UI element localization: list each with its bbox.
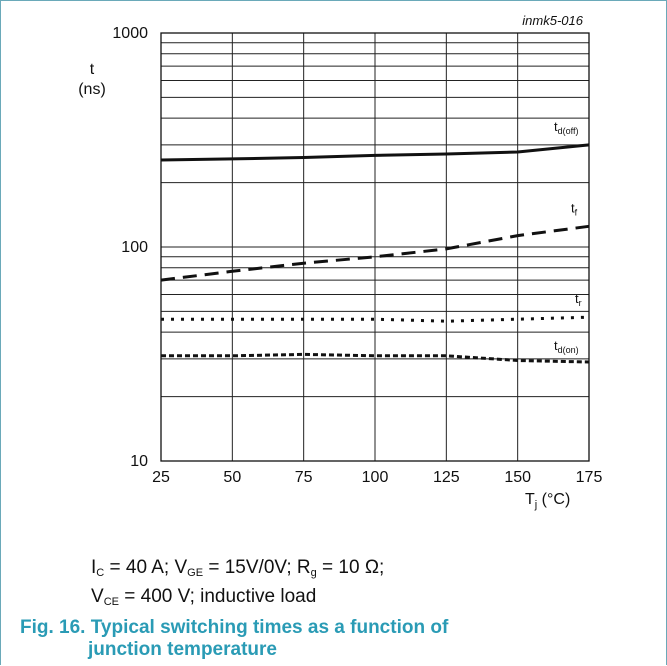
chart-ticks: 25 50 75 100 125 150 175 10 100 1000 xyxy=(112,25,602,486)
x-tick-label: 150 xyxy=(504,469,531,486)
y-tick-label: 100 xyxy=(121,239,148,256)
chart-grid xyxy=(160,33,590,461)
caption-line-1: Fig. 16. Typical switching times as a fu… xyxy=(20,617,449,638)
conditions-line-2: VCE = 400 V; inductive load xyxy=(91,586,317,608)
curve-label-don: td(on) xyxy=(554,338,579,355)
test-conditions: IC = 40 A; VGE = 15V/0V; Rg = 10 Ω; VCE … xyxy=(91,556,384,614)
figure-code: inmk5-016 xyxy=(522,13,583,28)
x-tick-label: 175 xyxy=(576,469,603,486)
series-line-don xyxy=(161,352,590,364)
series-line-doff xyxy=(160,143,590,162)
y-axis-unit: (ns) xyxy=(78,81,106,98)
x-tick-label: 75 xyxy=(295,469,313,486)
figure-caption: Fig. 16. Typical switching times as a fu… xyxy=(20,617,660,661)
x-tick-label: 125 xyxy=(433,469,460,486)
x-tick-label: 25 xyxy=(152,469,170,486)
curve-label-r: tr xyxy=(575,291,582,308)
series-line-f xyxy=(160,224,590,282)
curve-label-f: tf xyxy=(571,200,578,217)
y-tick-label: 10 xyxy=(130,453,148,470)
y-axis-label: t xyxy=(90,61,95,78)
x-tick-label: 50 xyxy=(223,469,241,486)
curve-label-doff: td(off) xyxy=(554,119,578,136)
x-tick-label: 100 xyxy=(362,469,389,486)
curve-labels: td(off) tf tr td(on) xyxy=(554,119,582,355)
plot-area xyxy=(160,32,590,462)
series-line-r xyxy=(161,315,590,323)
chart-series xyxy=(160,143,590,364)
x-axis-label: Tj (°C) xyxy=(525,491,570,511)
plot-border xyxy=(160,32,590,462)
caption-line-2: junction temperature xyxy=(88,639,277,660)
y-tick-label: 1000 xyxy=(112,25,148,42)
conditions-line-1: IC = 40 A; VGE = 15V/0V; Rg = 10 Ω; xyxy=(91,557,385,579)
